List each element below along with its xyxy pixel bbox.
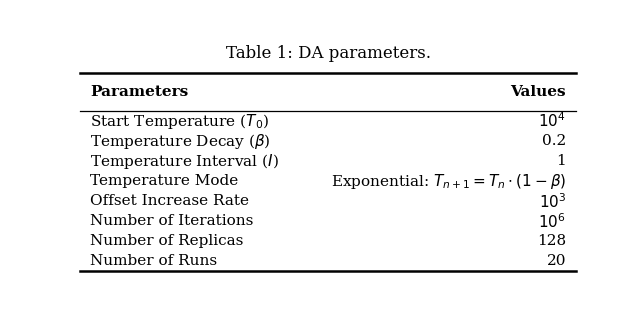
Text: Temperature Interval ($I$): Temperature Interval ($I$): [90, 152, 279, 171]
Text: Values: Values: [511, 85, 566, 99]
Text: Table 1: DA parameters.: Table 1: DA parameters.: [225, 45, 431, 62]
Text: 1: 1: [556, 154, 566, 168]
Text: 0.2: 0.2: [542, 134, 566, 148]
Text: Temperature Mode: Temperature Mode: [90, 174, 238, 188]
Text: 128: 128: [537, 234, 566, 248]
Text: $10^3$: $10^3$: [539, 192, 566, 211]
Text: $10^6$: $10^6$: [538, 212, 566, 231]
Text: Offset Increase Rate: Offset Increase Rate: [90, 194, 249, 208]
Text: $10^4$: $10^4$: [538, 112, 566, 131]
Text: Start Temperature ($T_0$): Start Temperature ($T_0$): [90, 112, 269, 131]
Text: Temperature Decay ($\beta$): Temperature Decay ($\beta$): [90, 132, 271, 151]
Text: Number of Replicas: Number of Replicas: [90, 234, 243, 248]
Text: Parameters: Parameters: [90, 85, 188, 99]
Text: Number of Iterations: Number of Iterations: [90, 214, 253, 228]
Text: 20: 20: [547, 254, 566, 268]
Text: Exponential: $T_{n+1} = T_n \cdot (1 - \beta)$: Exponential: $T_{n+1} = T_n \cdot (1 - \…: [331, 172, 566, 191]
Text: Number of Runs: Number of Runs: [90, 254, 217, 268]
